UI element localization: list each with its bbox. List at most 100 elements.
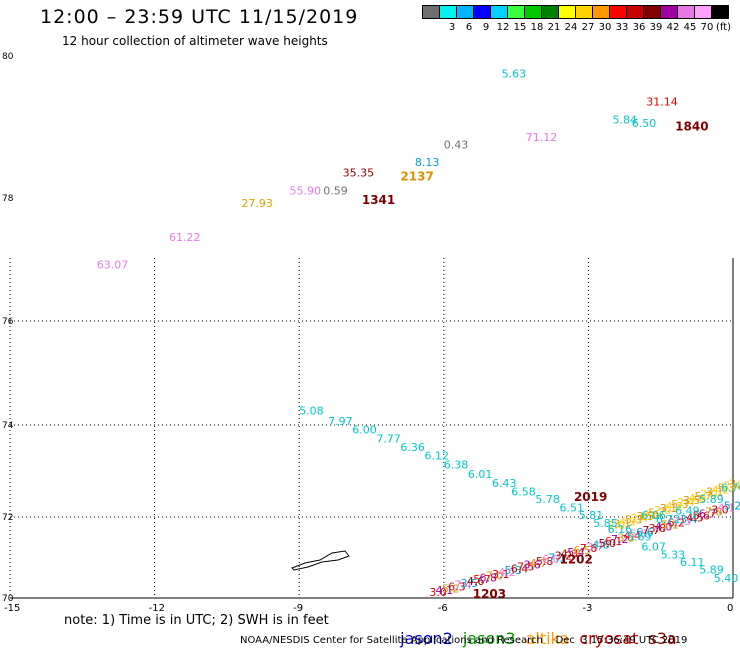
track-mark: 6.7 [699, 508, 717, 521]
track-mark: 4.2 [619, 516, 637, 529]
sat-jason3: jason3 [462, 629, 516, 648]
wave-height-label: 5.63 [502, 67, 527, 80]
legend-label: 24 [564, 22, 578, 33]
track-mark: 7.3 [674, 515, 692, 528]
track-mark: 7.6 [580, 542, 598, 555]
lon-tick-label: -9 [293, 603, 303, 614]
track-mark: 7.4 [454, 579, 472, 592]
track-time-label: 1341 [362, 193, 395, 207]
footer-note: note: 1) Time is in UTC; 2) SWH is in fe… [64, 613, 329, 628]
track-mark: 2.0 [700, 488, 718, 501]
lat-tick-label: 80 [2, 52, 14, 62]
wave-height-label: 5.40 [714, 572, 739, 585]
track-mark: 4.4 [624, 529, 642, 542]
track-mark: 7.8 [705, 506, 723, 519]
track-mark: 3.0 [429, 586, 447, 599]
track-mark: 3.1 [492, 568, 510, 581]
track-time-label: 2137 [400, 169, 433, 183]
track-mark: 4.5 [686, 511, 704, 524]
legend-label: 9 [482, 22, 490, 33]
track-mark: 5.3 [718, 481, 736, 494]
track-mark: 6.4 [511, 562, 528, 575]
wave-height-label: 6.58 [511, 485, 536, 498]
track-mark: 5.7 [694, 490, 712, 503]
lon-tick-label: -12 [149, 603, 165, 614]
wave-height-label: 6.01 [468, 468, 493, 481]
wave-height-label: 27.93 [241, 197, 272, 210]
lon-tick-label: -6 [438, 603, 448, 614]
wave-height-label: 0.59 [323, 184, 348, 197]
wave-height-label: 6.16 [608, 523, 633, 536]
map-subtitle: 12 hour collection of altimeter wave hei… [62, 34, 328, 48]
wave-height-label: 55.90 [290, 184, 322, 197]
satellite-legend: jason2 jason3 altika cryosat s3a [390, 610, 687, 648]
track-mark: 3.1 [660, 502, 678, 515]
track-mark: 4.0 [655, 520, 673, 533]
track-mark: 7.1 [548, 551, 566, 564]
track-mark: 3.6 [523, 559, 541, 572]
lat-tick-label: 70 [2, 594, 14, 604]
wave-height-label: 5.85 [593, 517, 618, 530]
track-mark: 2.0 [608, 519, 626, 532]
lon-tick-label: 0 [727, 603, 733, 614]
track-mark: 4.6 [689, 492, 707, 505]
track-time-label: 1203 [473, 587, 506, 601]
track-time-label: 2019 [574, 490, 607, 504]
track-mark: 4.1 [436, 584, 454, 597]
wave-height-label: 5.89 [699, 564, 724, 577]
legend-label: 70 [700, 22, 714, 33]
track-mark: 3.5 [637, 510, 655, 523]
wave-height-label: 5.81 [579, 509, 604, 522]
wave-height-label: 6.36 [400, 441, 425, 454]
legend-label: 12 [496, 22, 510, 33]
track-time-label: 1840 [675, 120, 708, 134]
track-mark: 5.6 [693, 509, 711, 522]
wave-height-label: 6.49 [675, 505, 700, 518]
legend-unit: (ft) [716, 22, 732, 33]
wave-height-label: 61.22 [169, 231, 201, 244]
track-mark: 6.5 [573, 544, 591, 557]
sat-s3a: s3a [648, 629, 677, 648]
track-mark: 4.8 [592, 539, 610, 552]
wave-height-label: 5.78 [535, 493, 560, 506]
track-mark: 5.2 [442, 582, 460, 595]
track-mark: 5.3 [505, 564, 522, 577]
wave-height-label: 6.11 [680, 556, 705, 569]
wave-height-label: 71.12 [526, 131, 558, 144]
track-mark: 5.3 [671, 498, 689, 511]
track-mark: 4.3 [561, 548, 579, 561]
wave-height-label: 7.97 [328, 415, 353, 428]
track-mark: 2.4 [631, 512, 649, 525]
track-mark: 2.4 [677, 496, 695, 509]
track-mark: 5.4 [567, 546, 585, 559]
track-mark: 4.2 [498, 566, 516, 579]
track-mark: 2.0 [654, 504, 672, 517]
track-mark: 4.1 [718, 501, 736, 514]
lon-tick-label: -3 [582, 603, 592, 614]
track-mark: 3.4 [680, 513, 698, 526]
track-mark: 5.2 [724, 499, 740, 512]
wave-height-label: 6.51 [559, 501, 584, 514]
wave-height-label: 31.14 [646, 96, 678, 109]
track-mark: 5.3 [625, 514, 643, 527]
track-mark: 5.1 [661, 519, 679, 532]
sat-jason2: jason2 [400, 629, 453, 648]
track-mark: 6.0 [542, 553, 560, 566]
track-mark: 4.6 [467, 575, 485, 588]
track-mark: 4.2 [712, 484, 730, 497]
track-mark: 2.4 [723, 479, 740, 492]
wave-height-label: 6.12 [425, 450, 450, 463]
track-mark: 3.5 [729, 477, 740, 490]
track-mark: 7.5 [517, 560, 535, 573]
legend-label: 36 [632, 22, 646, 33]
wave-height-label: 6.06 [641, 509, 666, 522]
lon-tick-label: -15 [4, 603, 20, 614]
track-mark: 3.1 [613, 517, 631, 530]
track-mark: 3.3 [617, 531, 635, 544]
track-mark: 4.6 [642, 508, 660, 521]
track-mark: 6.8 [479, 571, 497, 584]
wave-height-label: 6.50 [632, 117, 657, 130]
track-mark: 6.1 [605, 535, 623, 548]
wave-height-label: 6.72 [656, 513, 681, 526]
